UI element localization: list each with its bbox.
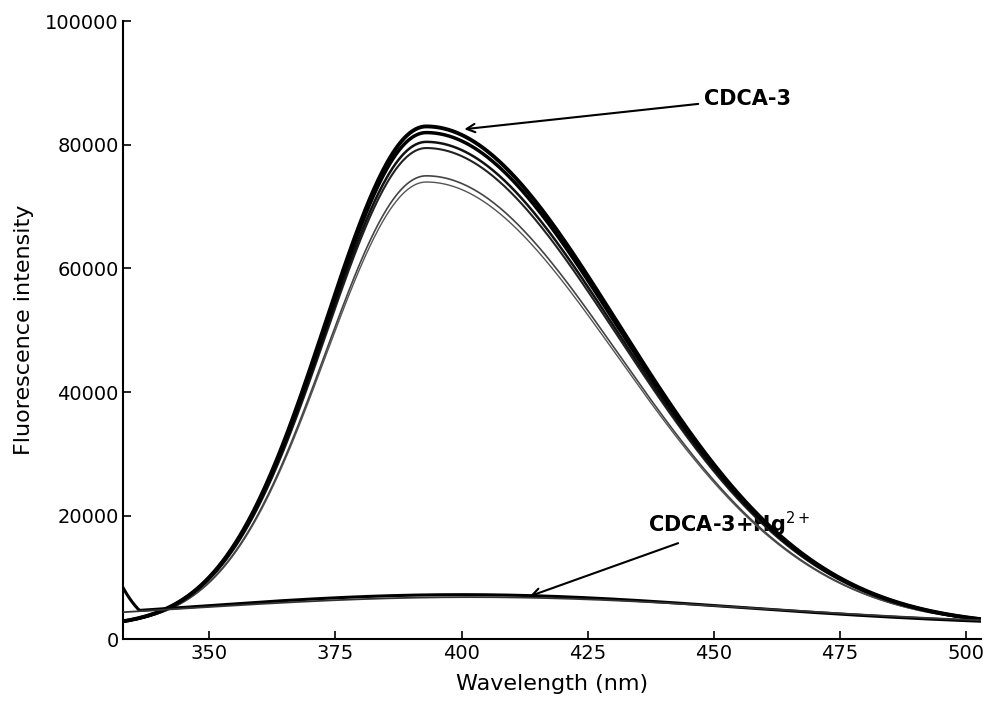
X-axis label: Wavelength (nm): Wavelength (nm) [456, 674, 648, 694]
Text: CDCA-3: CDCA-3 [467, 88, 791, 132]
Y-axis label: Fluorescence intensity: Fluorescence intensity [14, 205, 34, 455]
Text: CDCA-3+Hg$^{2+}$: CDCA-3+Hg$^{2+}$ [532, 510, 810, 597]
